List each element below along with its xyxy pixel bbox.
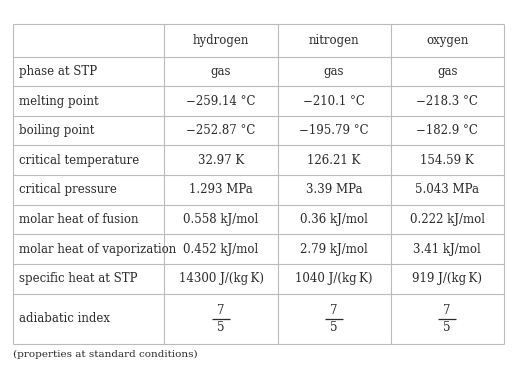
Text: 0.452 kJ/mol: 0.452 kJ/mol [183, 243, 259, 256]
Text: −210.1 °C: −210.1 °C [303, 94, 365, 108]
Text: gas: gas [324, 65, 344, 78]
Text: critical pressure: critical pressure [19, 183, 117, 196]
Text: 5: 5 [217, 321, 225, 334]
Text: −252.87 °C: −252.87 °C [187, 124, 255, 137]
Text: oxygen: oxygen [426, 34, 468, 46]
Text: 919 J/(kg K): 919 J/(kg K) [412, 272, 482, 285]
Text: adiabatic index: adiabatic index [19, 312, 110, 326]
Text: 0.222 kJ/mol: 0.222 kJ/mol [410, 213, 485, 226]
Text: −259.14 °C: −259.14 °C [186, 94, 256, 108]
Text: 2.79 kJ/mol: 2.79 kJ/mol [300, 243, 368, 256]
Text: 5.043 MPa: 5.043 MPa [415, 183, 479, 196]
Text: phase at STP: phase at STP [19, 65, 97, 78]
Text: (properties at standard conditions): (properties at standard conditions) [13, 350, 197, 359]
Text: melting point: melting point [19, 94, 99, 108]
Text: 5: 5 [444, 321, 451, 334]
Text: 1040 J/(kg K): 1040 J/(kg K) [296, 272, 373, 285]
Text: 1.293 MPa: 1.293 MPa [189, 183, 253, 196]
Text: gas: gas [211, 65, 231, 78]
Text: 3.41 kJ/mol: 3.41 kJ/mol [413, 243, 481, 256]
Text: molar heat of fusion: molar heat of fusion [19, 213, 138, 226]
Text: gas: gas [437, 65, 457, 78]
Text: molar heat of vaporization: molar heat of vaporization [19, 243, 176, 256]
Text: −182.9 °C: −182.9 °C [416, 124, 478, 137]
Text: boiling point: boiling point [19, 124, 95, 137]
Text: −195.79 °C: −195.79 °C [299, 124, 369, 137]
Text: 0.558 kJ/mol: 0.558 kJ/mol [183, 213, 259, 226]
Text: 3.39 MPa: 3.39 MPa [306, 183, 362, 196]
Text: 7: 7 [444, 304, 451, 317]
Text: −218.3 °C: −218.3 °C [416, 94, 478, 108]
Text: 126.21 K: 126.21 K [307, 154, 361, 167]
Text: specific heat at STP: specific heat at STP [19, 272, 138, 285]
Text: 7: 7 [331, 304, 338, 317]
Text: 0.36 kJ/mol: 0.36 kJ/mol [300, 213, 368, 226]
Text: nitrogen: nitrogen [309, 34, 359, 46]
Text: hydrogen: hydrogen [193, 34, 249, 46]
Text: 154.59 K: 154.59 K [420, 154, 474, 167]
Text: 32.97 K: 32.97 K [198, 154, 244, 167]
Text: critical temperature: critical temperature [19, 154, 139, 167]
Text: 14300 J/(kg K): 14300 J/(kg K) [178, 272, 264, 285]
Text: 5: 5 [331, 321, 338, 334]
Text: 7: 7 [217, 304, 225, 317]
